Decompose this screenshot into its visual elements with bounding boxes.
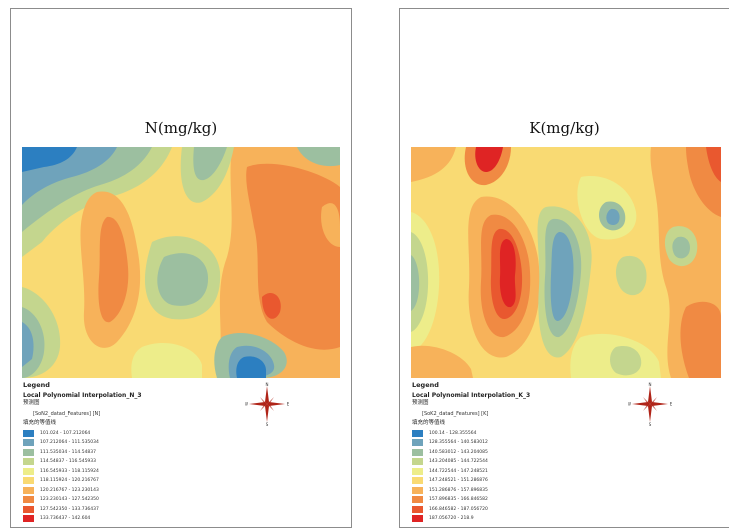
- legend-class-row: 144.722544 - 147.248521: [412, 467, 652, 477]
- map-title: N(mg/kg): [144, 119, 218, 137]
- legend-class-row: 118.115924 - 120.216767: [23, 476, 263, 486]
- legend-class-row: 140.583012 - 143.204085: [412, 448, 652, 458]
- legend-class-list: 101.024 - 107.212064 107.212064 - 111.53…: [23, 429, 263, 524]
- legend-swatch: [412, 477, 423, 485]
- legend-swatch: [23, 477, 34, 485]
- legend-class-label: 187.056720 - 218.9: [429, 516, 474, 522]
- legend-class-row: 101.024 - 107.212064: [23, 429, 263, 439]
- legend-class-label: 123.230143 - 127.542350: [40, 497, 99, 503]
- compass-rose-icon: N S W E: [245, 382, 289, 426]
- legend-class-label: 120.216767 - 123.230143: [40, 487, 99, 493]
- legend-swatch: [412, 496, 423, 504]
- legend-class-row: 151.286876 - 157.896835: [412, 486, 652, 496]
- legend-class-label: 166.846582 - 187.056720: [429, 506, 488, 512]
- map-legend: Legend Local Polynomial Interpolation_K_…: [412, 381, 652, 524]
- legend-swatch: [23, 496, 34, 504]
- legend-class-label: 127.542350 - 133.736437: [40, 506, 99, 512]
- map-layout-potassium: K(mg/kg): [399, 8, 729, 528]
- compass-n-label: N: [266, 382, 269, 387]
- legend-class-row: 127.542350 - 133.736437: [23, 505, 263, 515]
- legend-field: [SoN2_datad_Features] [N]: [33, 410, 101, 417]
- compass-e-label: E: [670, 402, 672, 407]
- legend-class-row: 116.545933 - 118.115924: [23, 467, 263, 477]
- legend-class-label: 100.14 - 128.355564: [429, 430, 477, 436]
- legend-swatch: [412, 515, 423, 523]
- legend-swatch: [23, 505, 34, 513]
- compass-e-label: E: [287, 402, 289, 407]
- legend-swatch: [412, 458, 423, 466]
- legend-class-label: 118.115924 - 120.216767: [40, 478, 99, 484]
- map-layout-nitrogen: N(mg/kg) Legend Local Poly: [10, 8, 352, 528]
- legend-class-label: 157.896835 - 166.846582: [429, 497, 488, 503]
- legend-swatch: [412, 505, 423, 513]
- legend-fill-label: 填充的等值线: [412, 419, 446, 426]
- compass-rose-icon: N S W E: [628, 382, 672, 426]
- legend-class-label: 143.204085 - 144.722544: [429, 459, 488, 465]
- legend-class-label: 140.583012 - 143.204085: [429, 449, 488, 455]
- legend-swatch: [23, 439, 34, 447]
- legend-swatch: [412, 439, 423, 447]
- legend-class-row: 114.54837 - 116.545933: [23, 457, 263, 467]
- legend-class-row: 111.535034 - 114.54837: [23, 448, 263, 458]
- legend-swatch: [23, 458, 34, 466]
- legend-swatch: [23, 467, 34, 475]
- legend-class-label: 114.54837 - 116.545933: [40, 459, 97, 465]
- legend-class-label: 151.286876 - 157.896835: [429, 487, 488, 493]
- legend-class-row: 133.736437 - 142.604: [23, 514, 263, 524]
- legend-swatch: [412, 429, 423, 437]
- legend-class-label: 101.024 - 107.212064: [40, 430, 91, 436]
- compass-w-label: W: [628, 402, 631, 407]
- legend-swatch: [23, 448, 34, 456]
- map-legend: Legend Local Polynomial Interpolation_N_…: [23, 381, 263, 524]
- legend-class-row: 157.896835 - 166.846582: [412, 495, 652, 505]
- compass-n-label: N: [649, 382, 652, 387]
- legend-title: Legend: [412, 381, 439, 389]
- legend-class-list: 100.14 - 128.355564 128.355564 - 140.583…: [412, 429, 652, 524]
- legend-class-label: 111.535034 - 114.54837: [40, 449, 97, 455]
- legend-class-row: 147.248521 - 151.286876: [412, 476, 652, 486]
- legend-swatch: [23, 515, 34, 523]
- compass-w-label: W: [245, 402, 248, 407]
- legend-swatch: [412, 486, 423, 494]
- legend-class-label: 144.722544 - 147.248521: [429, 468, 488, 474]
- legend-class-label: 147.248521 - 151.286876: [429, 478, 488, 484]
- legend-class-label: 133.736437 - 142.604: [40, 516, 91, 522]
- legend-layer-name: Local Polynomial Interpolation_K_3: [412, 392, 531, 400]
- legend-class-row: 166.846582 - 187.056720: [412, 505, 652, 515]
- legend-class-label: 107.212064 - 111.535034: [40, 440, 99, 446]
- legend-class-row: 120.216767 - 123.230143: [23, 486, 263, 496]
- legend-swatch: [412, 467, 423, 475]
- legend-class-label: 128.355564 - 140.583012: [429, 440, 488, 446]
- legend-swatch: [23, 429, 34, 437]
- legend-title: Legend: [23, 381, 50, 389]
- legend-layer-name: Local Polynomial Interpolation_N_3: [23, 392, 142, 400]
- legend-class-label: 116.545933 - 118.115924: [40, 468, 99, 474]
- nitrogen-interpolation-map: [22, 147, 340, 378]
- legend-class-row: 107.212064 - 111.535034: [23, 438, 263, 448]
- legend-class-row: 123.230143 - 127.542350: [23, 495, 263, 505]
- compass-s-label: S: [266, 422, 269, 426]
- legend-swatch: [23, 486, 34, 494]
- legend-class-row: 128.355564 - 140.583012: [412, 438, 652, 448]
- legend-class-row: 143.204085 - 144.722544: [412, 457, 652, 467]
- legend-fill-label: 填充的等值线: [23, 419, 57, 426]
- legend-class-row: 100.14 - 128.355564: [412, 429, 652, 439]
- potassium-interpolation-map: [411, 147, 721, 378]
- legend-swatch: [412, 448, 423, 456]
- legend-subtitle: 预测图: [412, 399, 429, 406]
- legend-class-row: 187.056720 - 218.9: [412, 514, 652, 524]
- compass-s-label: S: [649, 422, 652, 426]
- legend-subtitle: 预测图: [23, 399, 40, 406]
- map-title: K(mg/kg): [529, 119, 600, 137]
- legend-field: [SoK2_datad_Features] [K]: [422, 410, 489, 417]
